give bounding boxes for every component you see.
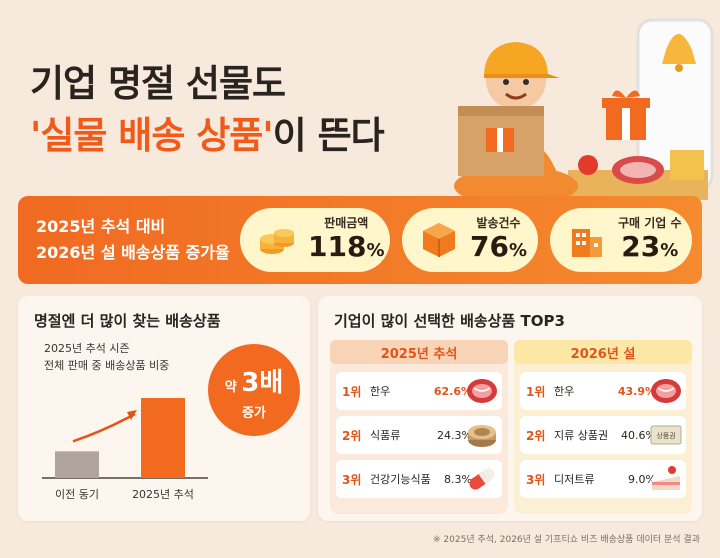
voucher-text: 상품권 [656, 431, 675, 440]
top3-column-2026-seollal: 2026년 설 1위 한우 43.9% 2위 지류 상품권 40.6% 상품권 … [514, 340, 692, 514]
top3-column-2025-chuseok: 2025년 추석 1위 한우 62.6% 2위 식품류 24.3% 3위 [330, 340, 508, 514]
list-item: 1위 한우 62.6% [336, 372, 502, 410]
banner-label: 2025년 추석 대비 2026년 설 배송상품 증가율 [36, 214, 230, 266]
headline-rest: 이 뜬다 [272, 114, 385, 157]
product-share: 43.9% [617, 384, 656, 398]
share-card: 명절엔 더 많이 찾는 배송상품 2025년 추석 시즌 전체 판매 중 배송상… [18, 296, 310, 521]
apple-icon [578, 155, 598, 175]
stat-name: 발송건수 [476, 215, 521, 230]
product-name: 한우 [554, 385, 575, 398]
headline-line1: 기업 명절 선물도 [30, 62, 286, 105]
list-item: 2위 식품류 24.3% [336, 416, 502, 454]
capsule-icon [469, 468, 495, 490]
banner-label-line2: 2026년 설 배송상품 증가율 [36, 243, 230, 262]
share-card-title: 명절엔 더 많이 찾는 배송상품 [34, 312, 221, 330]
bar-0 [55, 451, 99, 478]
x-tick-label-1: 2025년 추석 [132, 488, 194, 501]
share-card-subtitle-line2: 전체 판매 중 배송상품 비중 [44, 359, 170, 372]
product-share: 40.6% [621, 428, 656, 442]
share-card-subtitle: 2025년 추석 시즌 전체 판매 중 배송상품 비중 [44, 340, 169, 374]
badge-prefix: 약 [224, 380, 242, 395]
list-item: 1위 한우 43.9% [520, 372, 686, 410]
product-name: 건강기능식품 [370, 473, 431, 486]
share-bar-chart [42, 398, 208, 479]
cake-icon [652, 466, 680, 490]
column-header: 2025년 추석 [330, 340, 508, 364]
building-icon [572, 229, 602, 257]
coins-icon [260, 229, 294, 254]
product-share: 9.0% [628, 472, 656, 486]
growth-arrow [72, 412, 136, 443]
voucher-icon: 상품권 [650, 425, 682, 445]
delivery-illustration [454, 18, 714, 200]
product-name: 식품류 [370, 429, 401, 442]
parcel-icon [458, 106, 544, 176]
share-card-subtitle-line1: 2025년 추석 시즌 [44, 342, 130, 355]
rank: 1위 [526, 384, 546, 399]
growth-arrow-head [127, 410, 137, 420]
footnote: ※ 2025년 추석, 2026년 설 기프티쇼 비즈 배송상품 데이터 분석 … [433, 535, 700, 545]
bell-icon [662, 34, 696, 72]
bar-1 [141, 398, 185, 478]
badge-suffix: 증가 [242, 406, 266, 421]
stat-sales-amount: 판매금액 118% [240, 208, 390, 272]
stat-name: 판매금액 [324, 215, 369, 230]
product-share: 62.6% [433, 384, 472, 398]
stat-value: 23% [621, 229, 679, 263]
box-icon [423, 223, 455, 257]
x-tick-label-0: 이전 동기 [55, 488, 99, 501]
list-item: 2위 지류 상품권 40.6% 상품권 [520, 416, 686, 454]
rank: 3위 [342, 472, 362, 487]
list-item: 3위 디저트류 9.0% [520, 460, 686, 498]
increase-badge: 약 3배 증가 [208, 344, 300, 436]
beef-icon [651, 379, 681, 403]
column-header: 2026년 설 [514, 340, 692, 364]
gift-box-icon [670, 150, 704, 180]
headline: 기업 명절 선물도 '실물 배송 상품'이 뜬다 [30, 58, 385, 162]
rank: 2위 [342, 428, 362, 443]
stat-companies: 구매 기업 수 23% [550, 208, 692, 272]
beef-icon [467, 379, 497, 403]
stat-value: 76% [470, 229, 528, 263]
rank: 2위 [526, 428, 546, 443]
product-name: 한우 [370, 385, 391, 398]
product-name: 디저트류 [554, 473, 595, 486]
badge-value: 3배 [241, 368, 284, 398]
product-share: 8.3% [444, 472, 472, 486]
top3-card: 기업이 많이 선택한 배송상품 TOP3 2025년 추석 1위 한우 62.6… [318, 296, 702, 521]
stat-value: 118% [308, 229, 385, 263]
stat-banner: 2025년 추석 대비 2026년 설 배송상품 증가율 판매금액 118% 발… [18, 196, 702, 284]
list-item: 3위 건강기능식품 8.3% [336, 460, 502, 498]
rank: 1위 [342, 384, 362, 399]
top3-card-title: 기업이 많이 선택한 배송상품 TOP3 [334, 312, 565, 330]
gift-icon [602, 90, 650, 140]
product-name: 지류 상품권 [554, 429, 609, 442]
banner-label-line1: 2025년 추석 대비 [36, 217, 166, 236]
headline-accent: '실물 배송 상품' [30, 114, 274, 157]
stat-shipments: 발송건수 76% [402, 208, 538, 272]
product-share: 24.3% [437, 428, 472, 442]
headline-line2: '실물 배송 상품'이 뜬다 [30, 110, 385, 162]
rank: 3위 [526, 472, 546, 487]
can-icon [468, 425, 496, 447]
stat-name: 구매 기업 수 [618, 215, 682, 230]
